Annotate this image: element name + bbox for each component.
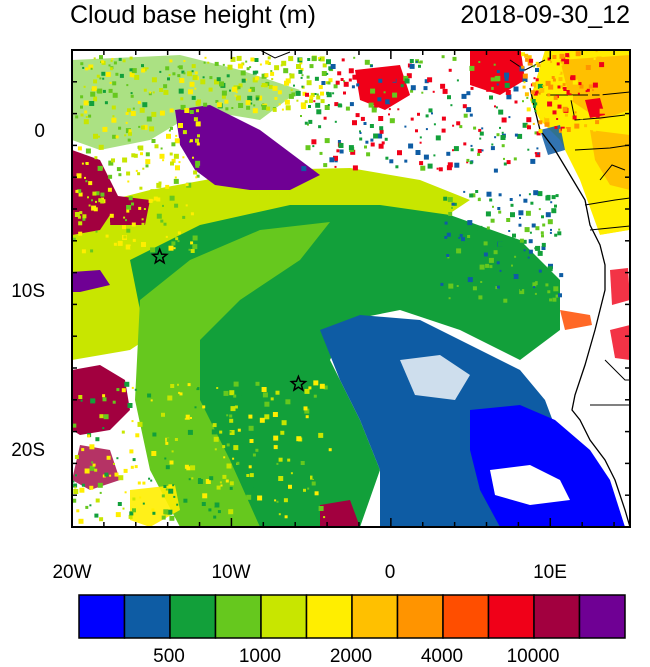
star-icon: [150, 247, 169, 265]
colorbar-swatch: [578, 594, 626, 639]
colorbar-swatch: [442, 594, 490, 639]
colorbar-swatch: [169, 594, 217, 639]
colorbar-swatch: [305, 594, 353, 639]
colorbar-labels: 500 1000 2000 4000 10000: [153, 646, 559, 667]
timestamp: 2018-09-30_12: [460, 1, 630, 29]
y-tick-label: 10S: [11, 281, 45, 302]
axis-tick-labels: 20W 10W 0 10E 0 10S 20S: [11, 121, 567, 583]
star-icon: [289, 374, 308, 392]
map-frame: [71, 49, 631, 528]
colorbar-label: 1000: [239, 646, 281, 667]
x-tick-label: 10E: [533, 562, 567, 583]
colorbar-label: 10000: [507, 646, 560, 667]
station-markers: [150, 247, 308, 392]
x-tick-label: 10W: [211, 562, 250, 583]
colorbar-swatch: [396, 594, 444, 639]
x-tick-label: 20W: [52, 562, 91, 583]
axis-ticks: [71, 49, 630, 528]
colorbar-swatch: [123, 594, 171, 639]
colorbar-swatch: [214, 594, 262, 639]
colorbar-label: 2000: [330, 646, 372, 667]
y-tick-label: 0: [34, 121, 45, 142]
colorbar-label: 500: [153, 646, 185, 667]
colorbar-swatch: [351, 594, 399, 639]
colorbar-swatch: [78, 594, 126, 639]
colorbar-swatch: [533, 594, 581, 639]
colorbar-swatch: [260, 594, 308, 639]
x-tick-label: 0: [385, 562, 396, 583]
colorbar-swatch: [487, 594, 535, 639]
cloud-field: [72, 50, 630, 527]
map-title: Cloud base height (m): [70, 1, 316, 29]
colorbar-label: 4000: [421, 646, 463, 667]
colorbar: [78, 594, 626, 639]
y-tick-label: 20S: [11, 440, 45, 461]
